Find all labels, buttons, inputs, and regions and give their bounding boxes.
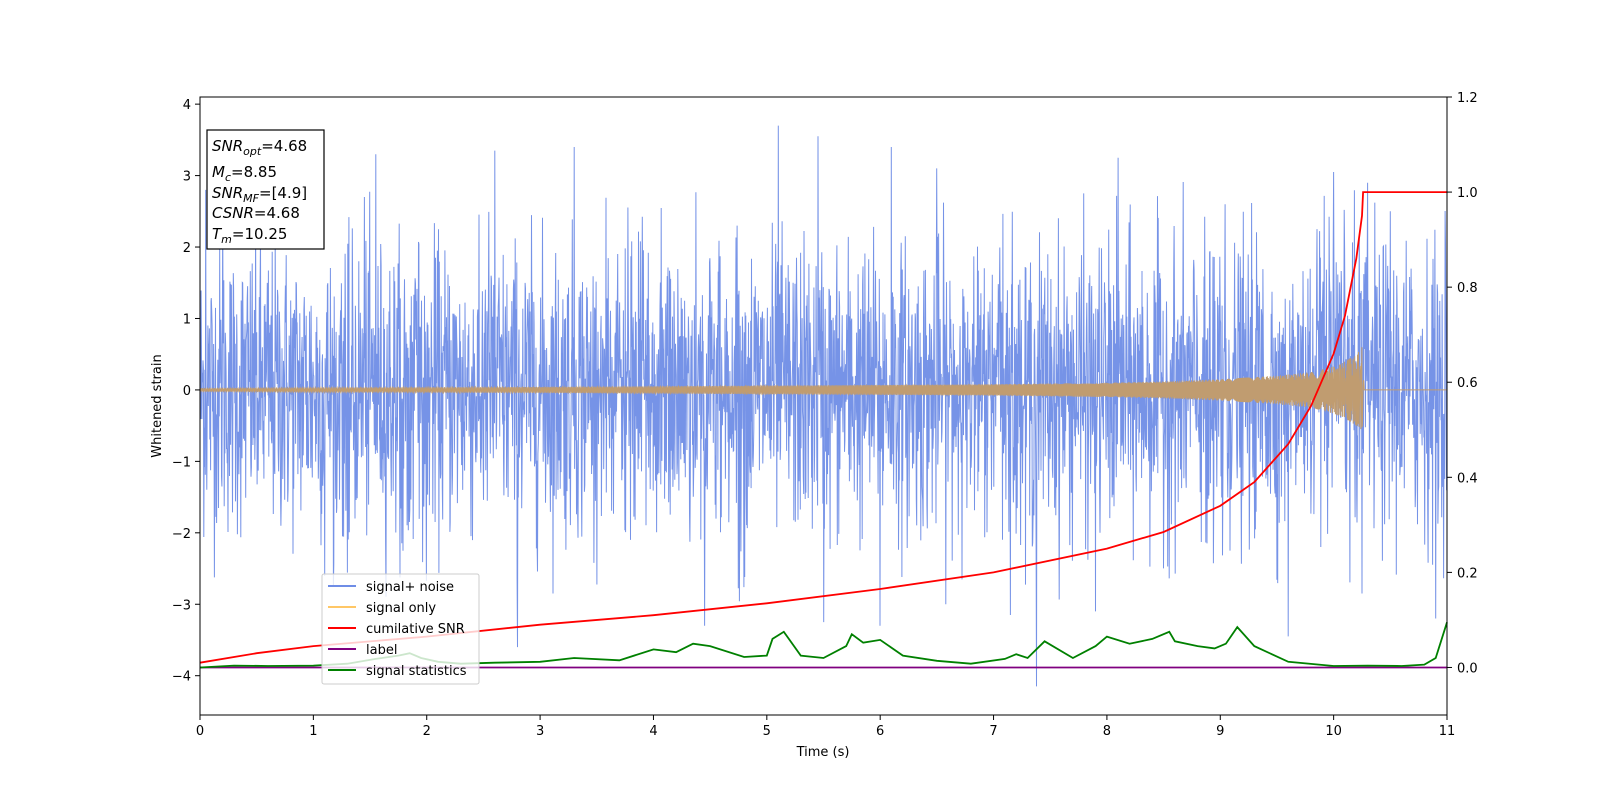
x-tick-label: 1 xyxy=(309,724,317,739)
y-tick-label: 4 xyxy=(183,98,191,113)
y2-tick-label: 1.0 xyxy=(1457,186,1478,201)
x-tick-label: 2 xyxy=(423,724,431,739)
x-axis-label: Time (s) xyxy=(796,745,850,760)
csnr-text: CSNR=4.68 xyxy=(212,204,300,222)
x-tick-label: 5 xyxy=(763,724,771,739)
y-tick-label: 3 xyxy=(183,170,191,185)
y-axis-right: 0.0 0.2 0.4 0.6 0.8 1.0 1.2 xyxy=(1447,91,1478,676)
signal-only-line xyxy=(199,347,1447,430)
x-tick-label: 11 xyxy=(1439,724,1456,739)
tm-text: Tm=10.25 xyxy=(212,225,287,246)
y2-tick-label: 0.8 xyxy=(1457,281,1478,296)
y2-tick-label: 0.6 xyxy=(1457,376,1478,391)
x-tick-label: 0 xyxy=(196,724,204,739)
y-tick-label: 1 xyxy=(183,312,191,327)
y-axis-label: Whitened strain xyxy=(150,354,165,457)
y-axis-left: −4 −3 −2 −1 0 1 2 3 4 xyxy=(172,98,200,685)
y-tick-label: −4 xyxy=(172,670,191,685)
y-tick-label: −1 xyxy=(172,455,191,470)
y2-tick-label: 1.2 xyxy=(1457,91,1478,106)
x-tick-label: 10 xyxy=(1325,724,1342,739)
legend-label-signal-noise: signal+ noise xyxy=(366,580,454,595)
legend-label-cumulative-snr: cumilative SNR xyxy=(366,622,465,637)
snr-opt-text: SNRopt=4.68 xyxy=(212,137,307,158)
y2-tick-label: 0.0 xyxy=(1457,661,1478,676)
y2-tick-label: 0.4 xyxy=(1457,471,1478,486)
plot-frame xyxy=(199,96,1448,716)
x-tick-label: 4 xyxy=(649,724,657,739)
legend-label-signal-only: signal only xyxy=(366,601,436,616)
x-tick-label: 9 xyxy=(1216,724,1224,739)
mc-text: Mc=8.85 xyxy=(212,163,277,184)
signal-noise-line xyxy=(199,125,1448,687)
y-tick-label: −3 xyxy=(172,598,191,613)
y-tick-label: 0 xyxy=(183,384,191,399)
x-tick-label: 7 xyxy=(989,724,997,739)
stats-annotation-box: SNRopt=4.68 Mc=8.85 SNRMF=[4.9] CSNR=4.6… xyxy=(206,129,325,250)
x-axis: 0 1 2 3 4 5 6 7 8 9 10 11 xyxy=(196,715,1455,739)
legend-label-signal-statistics: signal statistics xyxy=(366,664,467,679)
y2-tick-label: 0.2 xyxy=(1457,566,1478,581)
x-tick-label: 8 xyxy=(1103,724,1111,739)
legend-label-label: label xyxy=(366,643,397,658)
series-signal-only xyxy=(199,347,1447,430)
x-tick-label: 6 xyxy=(876,724,884,739)
y-tick-label: −2 xyxy=(172,527,191,542)
series-signal-noise xyxy=(199,125,1448,687)
x-tick-label: 3 xyxy=(536,724,544,739)
legend: signal+ noise signal only cumilative SNR… xyxy=(321,573,480,685)
snr-mf-text: SNRMF=[4.9] xyxy=(212,184,307,205)
y-tick-label: 2 xyxy=(183,241,191,256)
